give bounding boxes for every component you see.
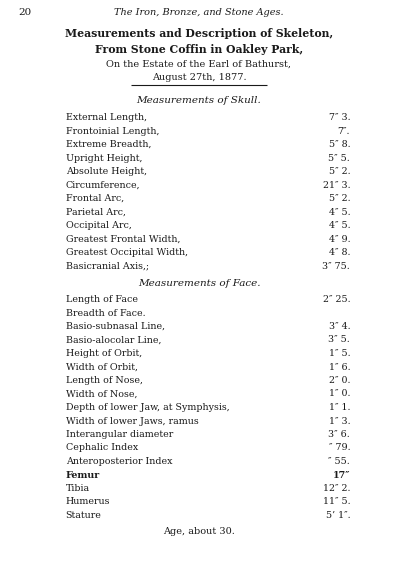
Text: Basio-alocolar Line,: Basio-alocolar Line, [66,336,161,344]
Text: Frontal Arc,: Frontal Arc, [66,194,124,203]
Text: Basicranial Axis,;: Basicranial Axis,; [66,262,149,271]
Text: 5″ 8.: 5″ 8. [329,140,350,149]
Text: Circumference,: Circumference, [66,180,140,190]
Text: Basio-subnasal Line,: Basio-subnasal Line, [66,322,165,331]
Text: 3″ 6.: 3″ 6. [328,430,350,439]
Text: August 27th, 1877.: August 27th, 1877. [152,73,246,82]
Text: 3″ 4.: 3″ 4. [329,322,350,331]
Text: 3″ 5.: 3″ 5. [328,336,350,344]
Text: Length of Nose,: Length of Nose, [66,376,142,385]
Text: Breadth of Face.: Breadth of Face. [66,308,145,317]
Text: Extreme Breadth,: Extreme Breadth, [66,140,151,149]
Text: Anteroposterior Index: Anteroposterior Index [66,457,172,466]
Text: 4″ 5.: 4″ 5. [329,221,350,230]
Text: Measurements and Description of Skeleton,: Measurements and Description of Skeleton… [65,28,333,39]
Text: Absolute Height,: Absolute Height, [66,167,147,176]
Text: Measurements of Face.: Measurements of Face. [138,279,260,288]
Text: Humerus: Humerus [66,497,110,506]
Text: Age, about 30.: Age, about 30. [163,528,235,537]
Text: 7″.: 7″. [338,127,350,135]
Text: Parietal Arc,: Parietal Arc, [66,207,126,216]
Text: Length of Face: Length of Face [66,295,138,304]
Text: Depth of lower Jaw, at Symphysis,: Depth of lower Jaw, at Symphysis, [66,403,229,412]
Text: 1″ 5.: 1″ 5. [329,349,350,358]
Text: Width of Nose,: Width of Nose, [66,389,137,399]
Text: Greatest Occipital Width,: Greatest Occipital Width, [66,248,188,257]
Text: 5″ 2.: 5″ 2. [329,194,350,203]
Text: From Stone Coffin in Oakley Park,: From Stone Coffin in Oakley Park, [95,44,303,55]
Text: 4″ 8.: 4″ 8. [329,248,350,257]
Text: 17″: 17″ [333,471,350,480]
Text: 1″ 1.: 1″ 1. [329,403,350,412]
Text: External Length,: External Length, [66,113,147,122]
Text: Interangular diameter: Interangular diameter [66,430,173,439]
Text: 11″ 5.: 11″ 5. [323,497,350,506]
Text: 5″ 2.: 5″ 2. [329,167,350,176]
Text: 1″ 3.: 1″ 3. [329,416,350,425]
Text: Occipital Arc,: Occipital Arc, [66,221,132,230]
Text: 4″ 5.: 4″ 5. [329,207,350,216]
Text: 4″ 9.: 4″ 9. [329,235,350,243]
Text: ″ 55.: ″ 55. [328,457,350,466]
Text: 5″ 5.: 5″ 5. [328,154,350,163]
Text: Upright Height,: Upright Height, [66,154,142,163]
Text: 1″ 6.: 1″ 6. [329,363,350,372]
Text: 12″ 2.: 12″ 2. [323,484,350,493]
Text: 2″ 25.: 2″ 25. [323,295,350,304]
Text: Cephalic Index: Cephalic Index [66,444,138,452]
Text: Frontoinial Length,: Frontoinial Length, [66,127,159,135]
Text: On the Estate of the Earl of Bathurst,: On the Estate of the Earl of Bathurst, [107,60,291,69]
Text: Measurements of Skull.: Measurements of Skull. [137,96,261,105]
Text: The Iron, Bronze, and Stone Ages.: The Iron, Bronze, and Stone Ages. [114,8,284,17]
Text: Stature: Stature [66,511,101,520]
Text: Height of Orbit,: Height of Orbit, [66,349,142,358]
Text: Femur: Femur [66,471,100,480]
Text: Width of Orbit,: Width of Orbit, [66,363,138,372]
Text: Width of lower Jaws, ramus: Width of lower Jaws, ramus [66,416,199,425]
Text: ″ 79.: ″ 79. [329,444,350,452]
Text: 5’ 1″.: 5’ 1″. [326,511,350,520]
Text: 21″ 3.: 21″ 3. [323,180,350,190]
Text: 20: 20 [18,8,31,17]
Text: 3″ 75.: 3″ 75. [322,262,350,271]
Text: 1″ 0.: 1″ 0. [329,389,350,399]
Text: Greatest Frontal Width,: Greatest Frontal Width, [66,235,180,243]
Text: 2″ 0.: 2″ 0. [329,376,350,385]
Text: 7″ 3.: 7″ 3. [329,113,350,122]
Text: Tibia: Tibia [66,484,90,493]
